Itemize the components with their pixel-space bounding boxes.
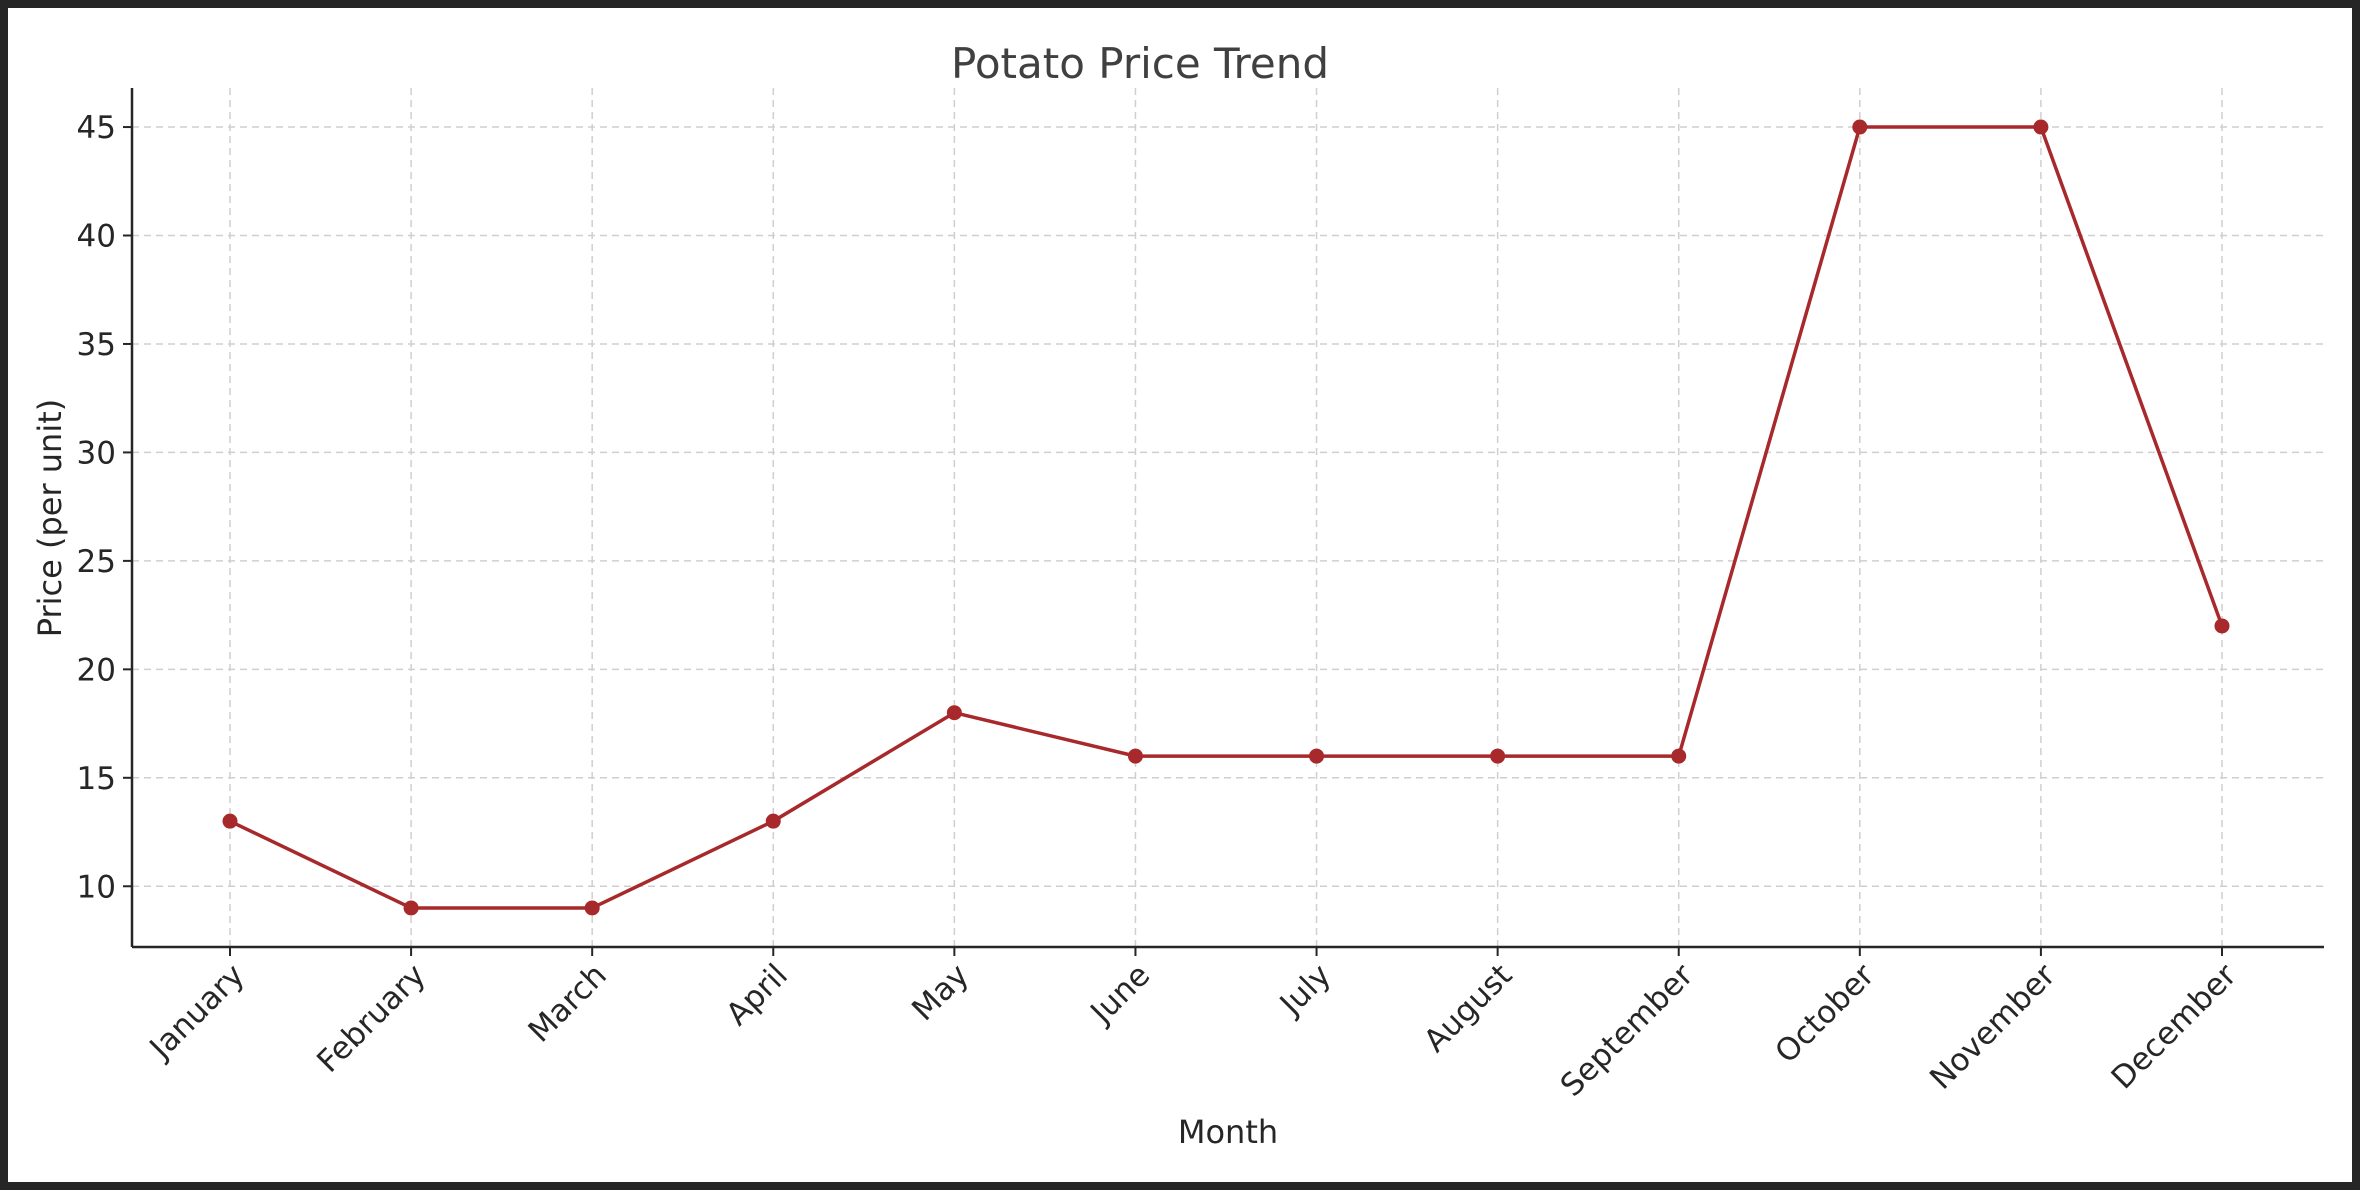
x-tick-label: October xyxy=(1768,957,1881,1070)
y-tick-label: 10 xyxy=(77,869,116,905)
y-tick-label: 20 xyxy=(77,652,116,688)
data-point xyxy=(1671,748,1687,764)
x-tick-label: July xyxy=(1272,957,1338,1023)
chart-frame: Potato Price Trend 10 15 20 25 30 35 40 45 Janu… xyxy=(8,8,2352,1182)
data-point xyxy=(222,813,238,829)
x-tick-label: November xyxy=(1923,957,2063,1097)
x-axis-label: Month xyxy=(1178,1113,1278,1151)
y-tick-label: 30 xyxy=(77,435,116,471)
data-point xyxy=(765,813,781,829)
series xyxy=(222,119,2230,916)
series-line xyxy=(229,125,2224,910)
axes xyxy=(130,88,2324,949)
x-tick-label: May xyxy=(905,957,976,1028)
data-point xyxy=(2033,119,2049,135)
chart-title: Potato Price Trend xyxy=(951,39,1329,88)
x-tick-label: June xyxy=(1083,957,1158,1032)
data-point xyxy=(584,900,600,916)
x-tick-labels: January February March April May June July Augu… xyxy=(142,947,2244,1104)
y-tick-label: 15 xyxy=(77,761,116,797)
line-chart: Potato Price Trend 10 15 20 25 30 35 40 45 Janu… xyxy=(31,39,2324,1151)
x-tick-label: January xyxy=(142,957,252,1067)
data-point xyxy=(1852,119,1868,135)
y-tick-labels: 10 15 20 25 30 35 40 45 xyxy=(77,110,132,905)
y-tick-label: 45 xyxy=(77,110,116,146)
data-point xyxy=(2214,618,2230,634)
x-tick-label: April xyxy=(719,957,795,1033)
data-point xyxy=(1127,748,1143,764)
y-tick-label: 40 xyxy=(77,219,116,255)
y-tick-label: 35 xyxy=(77,327,116,363)
x-tick-label: March xyxy=(522,957,614,1049)
grid-lines xyxy=(132,88,2324,947)
y-axis-label: Price (per unit) xyxy=(31,399,69,638)
data-point xyxy=(1490,748,1506,764)
data-point xyxy=(1309,748,1325,764)
x-tick-label: February xyxy=(310,957,433,1080)
data-point xyxy=(403,900,419,916)
x-tick-label: August xyxy=(1417,957,1519,1059)
y-tick-label: 25 xyxy=(77,544,116,580)
x-tick-label: September xyxy=(1554,957,1701,1104)
x-tick-label: December xyxy=(2105,957,2244,1096)
data-point xyxy=(946,705,962,721)
